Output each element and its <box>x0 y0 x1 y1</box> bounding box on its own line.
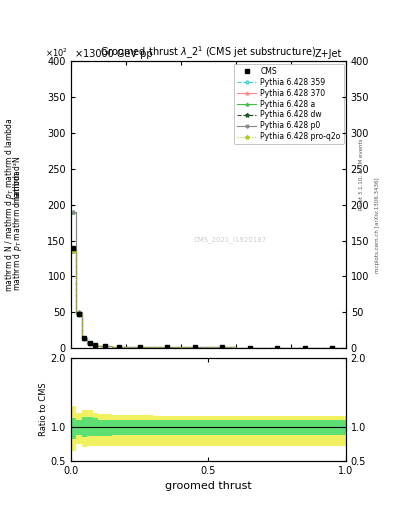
Text: CMS_2021_I1920187: CMS_2021_I1920187 <box>194 236 267 243</box>
Legend: CMS, Pythia 6.428 359, Pythia 6.428 370, Pythia 6.428 a, Pythia 6.428 dw, Pythia: CMS, Pythia 6.428 359, Pythia 6.428 370,… <box>234 63 343 144</box>
X-axis label: groomed thrust: groomed thrust <box>165 481 252 491</box>
Text: Z+Jet: Z+Jet <box>314 49 342 59</box>
Text: $\times$10$^2$: $\times$10$^2$ <box>45 46 68 58</box>
Text: 1
mathrm d N / mathrm d $p_T$ mathrm d lambda: 1 mathrm d N / mathrm d $p_T$ mathrm d l… <box>0 118 16 292</box>
Text: ×13000 GeV pp: ×13000 GeV pp <box>75 49 152 59</box>
Title: Groomed thrust $\lambda$_2$^1$ (CMS jet substructure): Groomed thrust $\lambda$_2$^1$ (CMS jet … <box>100 44 316 61</box>
Text: Rivet 3.1.10, ≥ 3M events: Rivet 3.1.10, ≥ 3M events <box>359 138 364 210</box>
Text: mcplots.cern.ch [arXiv:1306.3436]: mcplots.cern.ch [arXiv:1306.3436] <box>375 178 380 273</box>
Text: mathrm d²N: mathrm d²N <box>13 156 22 203</box>
Text: mathrm d $p_T$ mathrm d lambda: mathrm d $p_T$ mathrm d lambda <box>11 170 24 291</box>
Y-axis label: Ratio to CMS: Ratio to CMS <box>39 383 48 436</box>
